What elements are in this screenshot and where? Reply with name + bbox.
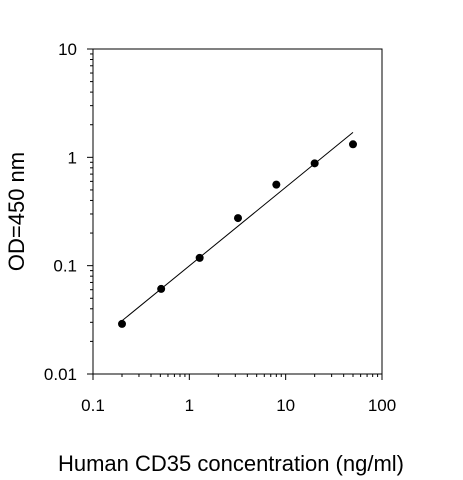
x-axis-title: Human CD35 concentration (ng/ml) [58, 451, 404, 476]
data-point [310, 159, 319, 168]
y-axis-ticks: 0.01 0.1 1 10 [44, 40, 93, 384]
x-tick-label: 10 [276, 396, 295, 415]
data-point [233, 214, 242, 223]
data-point [272, 180, 281, 189]
x-tick-label: 1 [185, 396, 194, 415]
x-axis-ticks: 0.1 1 10 100 [81, 374, 396, 415]
data-point [349, 140, 358, 149]
y-tick-label: 1 [68, 148, 77, 167]
y-tick-label: 0.01 [44, 365, 77, 384]
y-axis-title: OD=450 nm [4, 152, 29, 271]
data-point [195, 253, 204, 262]
data-points [117, 140, 358, 328]
plot-frame [92, 48, 383, 375]
x-tick-label: 100 [368, 396, 396, 415]
y-tick-label: 10 [58, 40, 77, 59]
fit-line [121, 131, 354, 322]
y-tick-label: 0.1 [53, 257, 77, 276]
x-tick-label: 0.1 [81, 396, 105, 415]
data-point [157, 284, 166, 293]
data-point [117, 319, 126, 328]
